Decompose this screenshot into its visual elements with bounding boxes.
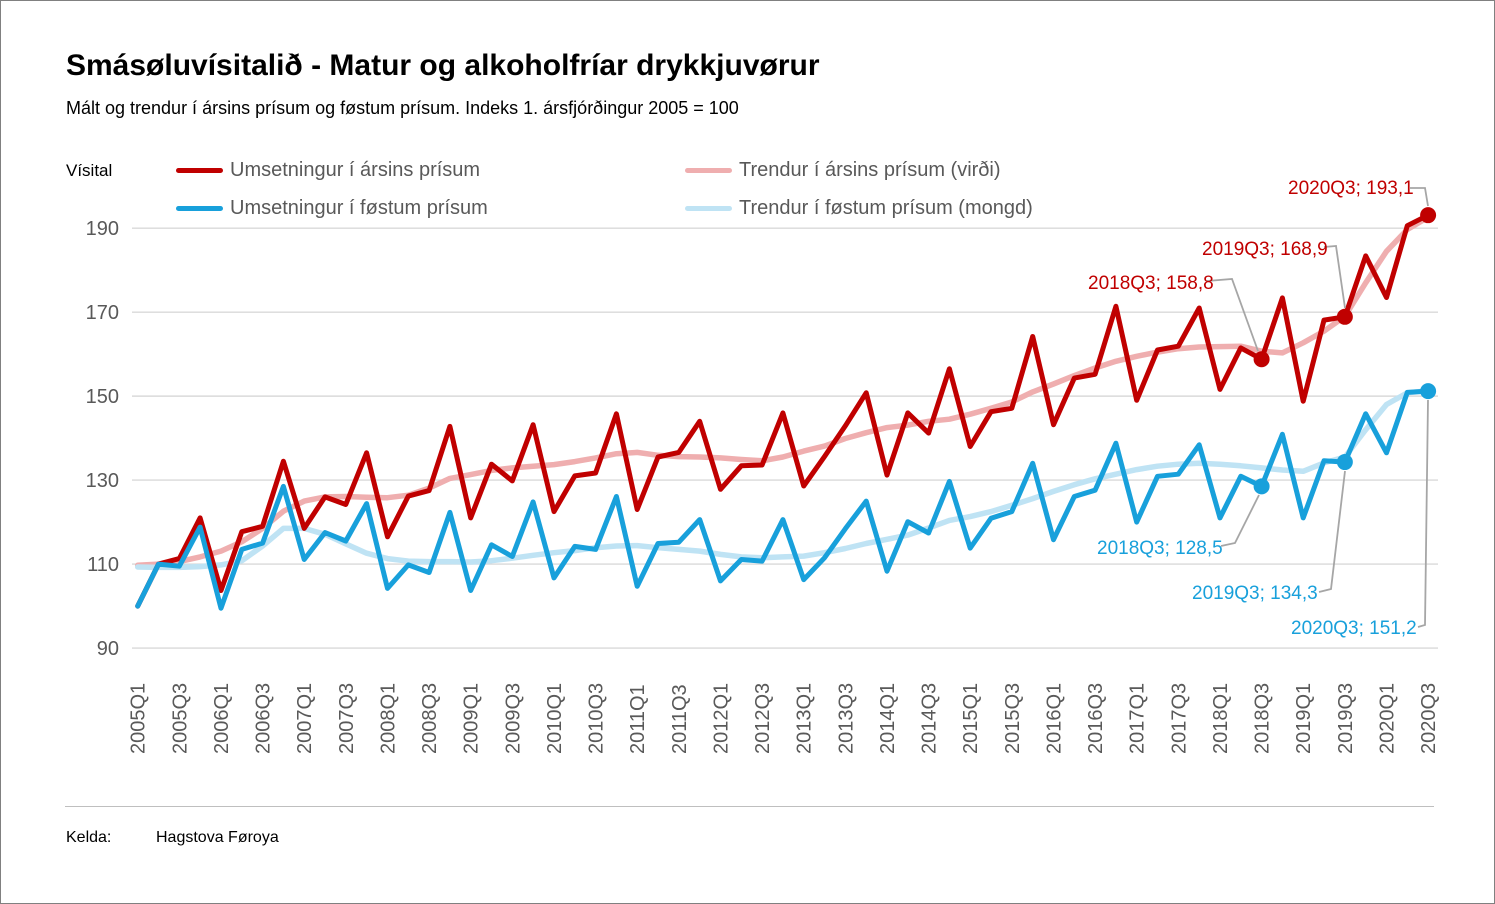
legend-swatch-umsetningur-fostum — [176, 206, 223, 211]
x-tick-label: 2018Q3 — [1252, 683, 1274, 754]
x-tick-label: 2006Q3 — [253, 683, 275, 754]
y-tick-label: 110 — [87, 554, 119, 576]
legend-item-umsetningur-fostum: Umsetningur í føstum prísum — [176, 197, 488, 220]
data-point-marker — [1253, 478, 1270, 495]
y-axis-title: Vísital — [66, 161, 113, 180]
x-tick-label: 2016Q1 — [1043, 683, 1065, 754]
y-tick-label: 170 — [86, 302, 119, 324]
source-label: Kelda: — [66, 829, 112, 846]
legend-swatch-trendur-arsins — [685, 168, 732, 173]
x-tick-label: 2010Q3 — [586, 683, 608, 754]
x-tick-label: 2005Q3 — [169, 683, 191, 754]
x-tick-label: 2007Q3 — [336, 683, 358, 754]
x-tick-label: 2008Q1 — [377, 683, 399, 754]
x-tick-label: 2020Q1 — [1376, 683, 1398, 754]
footer-divider — [65, 806, 1434, 807]
x-tick-label: 2018Q1 — [1210, 683, 1232, 754]
chart-title: Smásøluvísitalið - Matur og alkoholfríar… — [66, 49, 820, 82]
annotation-leader — [1323, 245, 1346, 309]
x-tick-label: 2019Q1 — [1293, 683, 1315, 754]
data-point-marker — [1336, 454, 1353, 471]
x-tick-label: 2013Q3 — [835, 683, 857, 754]
annotation-leader — [1318, 470, 1346, 593]
x-tick-label: 2020Q3 — [1418, 683, 1440, 754]
x-tick-label: 2009Q3 — [502, 683, 524, 754]
x-tick-label: 2008Q3 — [419, 683, 441, 754]
series-line-0 — [135, 212, 1431, 609]
x-tick-label: 2011Q3 — [669, 684, 691, 754]
x-tick-label: 2015Q1 — [960, 683, 982, 754]
annotation-2019q3-value: 2019Q3; 168,9 — [1202, 239, 1328, 260]
data-point-marker — [1336, 308, 1353, 325]
legend-swatch-umsetningur-arsins — [176, 168, 223, 173]
x-tick-label: 2012Q3 — [752, 683, 774, 754]
data-point-marker — [1420, 383, 1437, 400]
annotation-2018q3-volume: 2018Q3; 128,5 — [1097, 538, 1223, 559]
x-tick-label: 2011Q1 — [627, 684, 649, 754]
x-tick-label: 2012Q1 — [710, 683, 732, 754]
legend-item-umsetningur-arsins: Umsetningur í ársins prísum — [176, 159, 480, 182]
legend-item-trendur-arsins: Trendur í ársins prísum (virði) — [685, 159, 1001, 182]
annotation-leader — [1206, 278, 1259, 352]
source-value: Hagstova Føroya — [156, 829, 279, 846]
x-tick-label: 2007Q1 — [294, 683, 316, 754]
series-line-2 — [134, 214, 1431, 569]
x-tick-label: 2013Q1 — [794, 683, 816, 754]
x-tick-label: 2016Q3 — [1085, 683, 1107, 754]
x-tick-label: 2017Q1 — [1127, 683, 1149, 754]
x-tick-label: 2019Q3 — [1335, 683, 1357, 754]
annotation-2020q3-value: 2020Q3; 193,1 — [1288, 178, 1414, 199]
x-tick-label: 2014Q1 — [877, 683, 899, 754]
x-tick-label: 2005Q1 — [128, 683, 150, 754]
y-tick-label: 90 — [97, 638, 119, 660]
annotation-2018q3-value: 2018Q3; 158,8 — [1088, 273, 1214, 294]
series-line-3 — [134, 387, 1431, 571]
series-line-1 — [135, 388, 1431, 611]
legend-item-trendur-fostum: Trendur í føstum prísum (mongd) — [685, 197, 1033, 220]
annotation-2019q3-volume: 2019Q3; 134,3 — [1192, 583, 1318, 604]
y-tick-label: 190 — [86, 218, 119, 240]
data-point-marker — [1420, 207, 1437, 224]
y-tick-label: 150 — [86, 386, 119, 408]
legend-label: Umsetningur í føstum prísum — [230, 197, 488, 219]
legend-label: Trendur í ársins prísum (virði) — [739, 159, 1001, 181]
x-tick-label: 2017Q3 — [1168, 683, 1190, 754]
annotation-2020q3-volume: 2020Q3; 151,2 — [1291, 618, 1417, 639]
x-tick-label: 2010Q1 — [544, 683, 566, 754]
x-tick-label: 2009Q1 — [461, 683, 483, 754]
y-tick-label: 130 — [86, 470, 119, 492]
legend-label: Trendur í føstum prísum (mongd) — [739, 197, 1033, 219]
chart-subtitle: Mált og trendur í ársins prísum og føstu… — [66, 98, 739, 118]
x-tick-label: 2014Q3 — [919, 683, 941, 754]
annotation-leader — [1417, 399, 1429, 628]
legend-label: Umsetningur í ársins prísum — [230, 159, 481, 181]
annotation-leader — [1220, 494, 1260, 547]
data-point-marker — [1253, 351, 1270, 368]
x-tick-label: 2015Q3 — [1002, 683, 1024, 754]
x-tick-label: 2006Q1 — [211, 683, 233, 754]
legend-swatch-trendur-fostum — [685, 206, 732, 211]
annotation-leader — [1410, 187, 1429, 207]
